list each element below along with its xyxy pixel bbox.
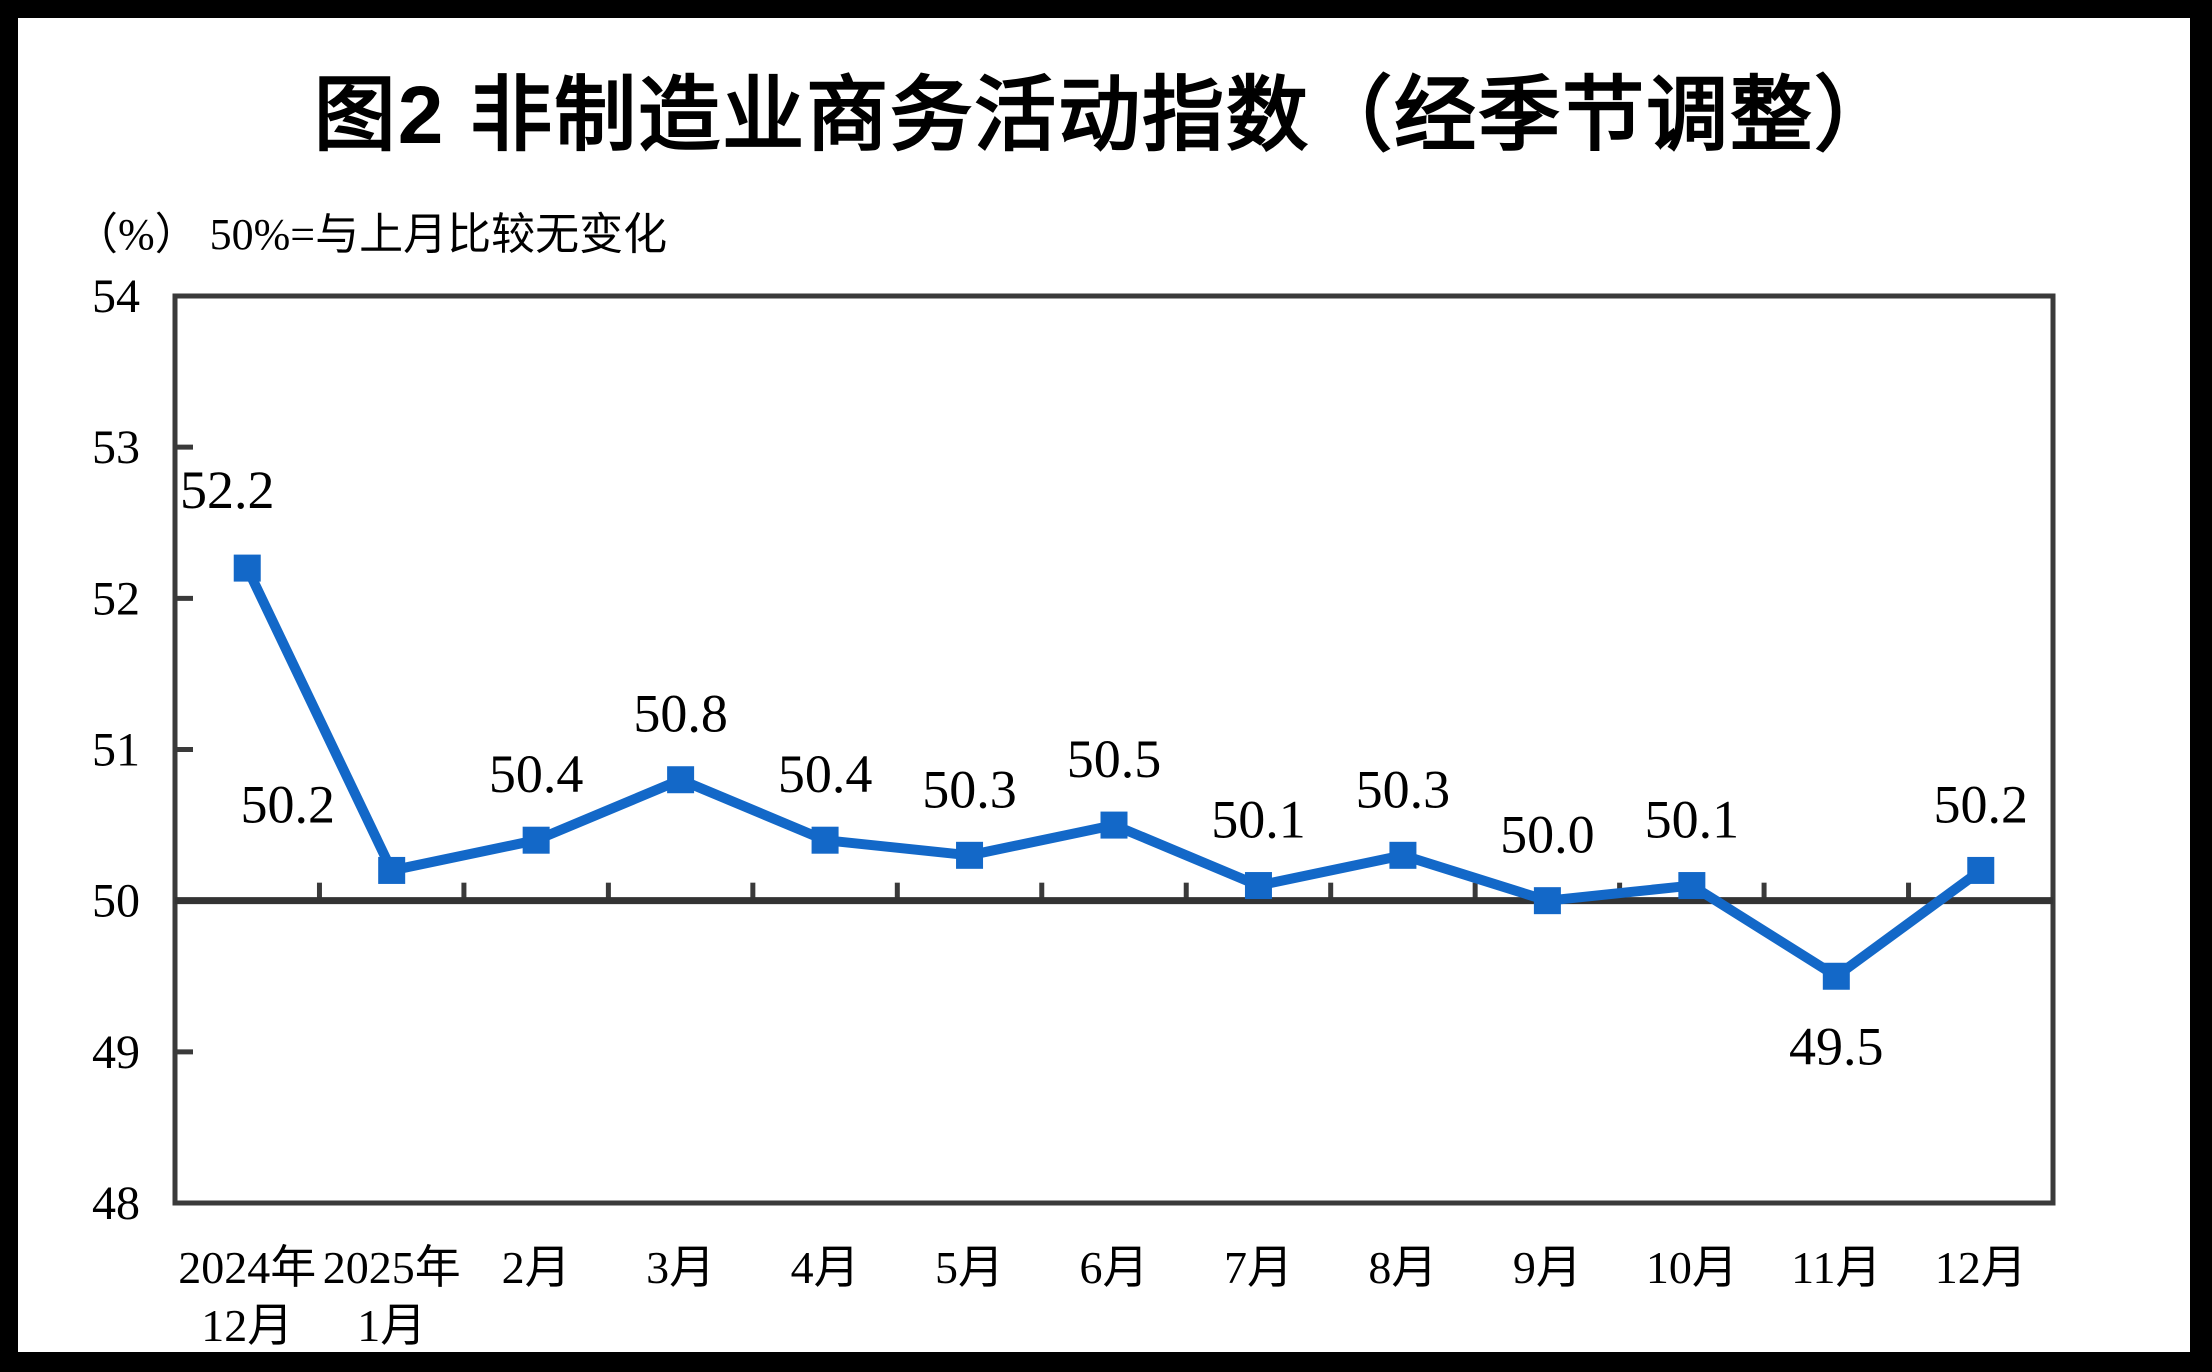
x-axis-label: 5月 bbox=[935, 1242, 1004, 1293]
data-point-label: 49.5 bbox=[1789, 1016, 1884, 1076]
data-point-marker bbox=[1244, 872, 1272, 900]
data-point-marker bbox=[667, 766, 695, 794]
data-point-label: 50.2 bbox=[240, 774, 335, 834]
data-point-marker bbox=[1533, 887, 1561, 915]
y-axis-label: 49 bbox=[92, 1026, 140, 1079]
x-axis-label: 2024年 12月 bbox=[178, 1242, 316, 1351]
data-point-label: 50.3 bbox=[1356, 759, 1451, 819]
data-point-label: 50.8 bbox=[633, 684, 728, 744]
x-axis-label: 7月 bbox=[1224, 1242, 1293, 1293]
data-point-marker bbox=[378, 856, 406, 884]
x-axis-label: 4月 bbox=[791, 1242, 860, 1293]
data-point-label: 50.0 bbox=[1500, 805, 1595, 865]
y-axis-label: 51 bbox=[92, 724, 140, 777]
y-axis-label: 52 bbox=[92, 572, 140, 625]
data-point-marker bbox=[522, 826, 550, 854]
x-axis-label: 11月 bbox=[1791, 1242, 1881, 1293]
y-axis-label: 53 bbox=[92, 421, 140, 474]
data-point-label: 50.5 bbox=[1067, 729, 1162, 789]
y-axis-label: 48 bbox=[92, 1177, 140, 1230]
x-axis-label: 8月 bbox=[1368, 1242, 1437, 1293]
data-point-marker bbox=[1389, 841, 1417, 869]
data-point-label: 50.1 bbox=[1645, 790, 1740, 850]
x-axis-label: 2025年 1月 bbox=[323, 1242, 461, 1351]
data-point-label: 50.1 bbox=[1211, 790, 1306, 850]
data-point-marker bbox=[811, 826, 839, 854]
data-point-marker bbox=[1967, 856, 1995, 884]
data-point-marker bbox=[1822, 962, 1850, 990]
chart-canvas bbox=[18, 18, 2190, 1352]
data-point-label: 52.2 bbox=[180, 460, 275, 520]
data-point-label: 50.2 bbox=[1934, 774, 2029, 834]
chart-title: 图2 非制造业商务活动指数（经季节调整） bbox=[313, 70, 1899, 161]
x-axis-label: 2月 bbox=[502, 1242, 571, 1293]
axis-unit-note: （%） 50%=与上月比较无变化 bbox=[74, 210, 668, 259]
data-point-marker bbox=[233, 554, 261, 582]
data-point-label: 50.4 bbox=[778, 744, 873, 804]
data-point-marker bbox=[956, 841, 984, 869]
x-axis-label: 12月 bbox=[1935, 1242, 2027, 1293]
y-axis-label: 50 bbox=[92, 875, 140, 928]
x-axis-label: 9月 bbox=[1513, 1242, 1582, 1293]
data-point-marker bbox=[1100, 811, 1128, 839]
y-axis-label: 54 bbox=[92, 270, 140, 323]
data-point-label: 50.3 bbox=[922, 759, 1017, 819]
data-point-label: 50.4 bbox=[489, 744, 584, 804]
data-point-marker bbox=[1678, 872, 1706, 900]
x-axis-label: 3月 bbox=[646, 1242, 715, 1293]
x-axis-label: 10月 bbox=[1646, 1242, 1738, 1293]
x-axis-label: 6月 bbox=[1080, 1242, 1149, 1293]
